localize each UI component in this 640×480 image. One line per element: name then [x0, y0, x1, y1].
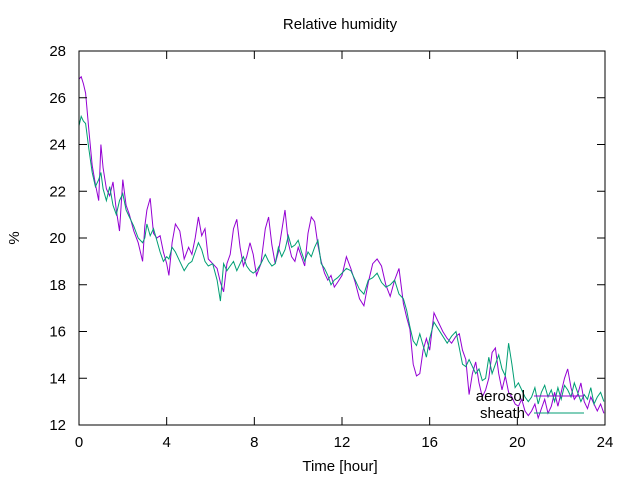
x-tick-label: 20	[509, 434, 526, 451]
x-tick-label: 12	[334, 434, 351, 451]
x-tick-label: 24	[597, 434, 614, 451]
y-tick-label: 14	[49, 370, 66, 387]
legend-label-aerosol: aerosol	[476, 388, 525, 405]
plot-area	[78, 75, 605, 420]
y-tick-label: 28	[49, 43, 66, 60]
chart-title: Relative humidity	[283, 16, 398, 33]
x-tick-label: 0	[75, 434, 83, 451]
y-tick-label: 26	[49, 90, 66, 107]
y-axis-label: %	[6, 231, 23, 244]
y-tick-label: 16	[49, 324, 66, 341]
axis-ticks: 0 4 8 12 16 20 24 12 14 16 18 20 22 24 26 28	[49, 43, 613, 451]
y-tick-label: 24	[49, 137, 66, 154]
series-line-aerosol	[78, 75, 605, 420]
plot-frame	[78, 50, 606, 426]
x-tick-label: 8	[250, 434, 258, 451]
x-tick-label: 16	[421, 434, 438, 451]
legend-label-sheath: sheath	[480, 405, 525, 422]
y-tick-label: 18	[49, 277, 66, 294]
y-tick-label: 12	[49, 417, 66, 434]
y-tick-label: 20	[49, 230, 66, 247]
series-line-sheath	[78, 114, 605, 406]
x-axis-label: Time [hour]	[302, 458, 377, 475]
x-tick-label: 4	[162, 434, 170, 451]
y-tick-label: 22	[49, 183, 66, 200]
